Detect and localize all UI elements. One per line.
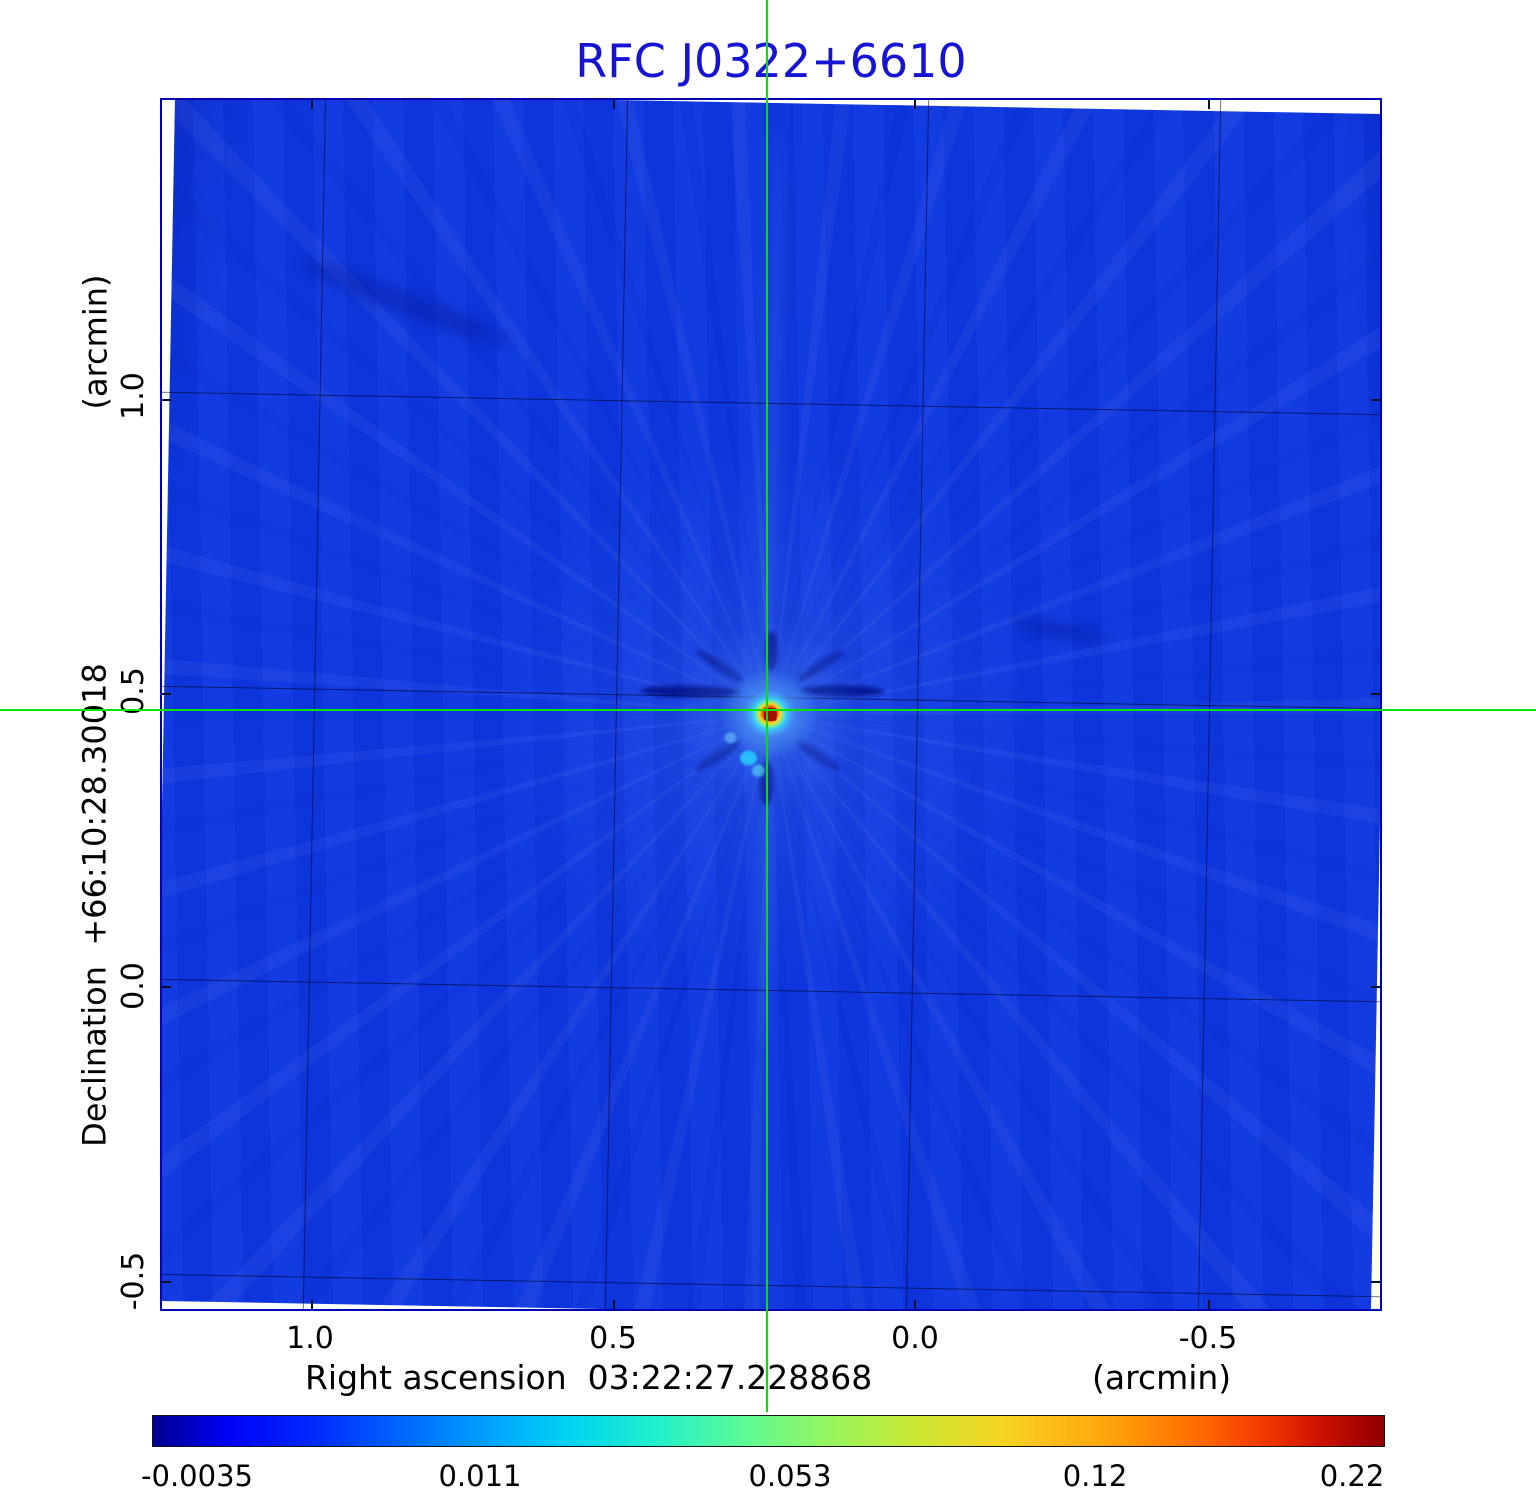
axis-tick xyxy=(162,1281,171,1283)
y-axis-title: Declination +66:10:28.30018 xyxy=(75,663,114,1147)
y-tick-label-3: 0.0 xyxy=(116,962,151,1010)
colorbar-tick-label-1: -0.0035 xyxy=(141,1459,253,1493)
x-axis-unit-label: (arcmin) xyxy=(1092,1358,1232,1397)
axis-tick xyxy=(162,399,171,401)
axis-tick xyxy=(1208,100,1210,109)
colorbar xyxy=(152,1415,1385,1447)
axis-tick xyxy=(1371,1281,1380,1283)
axis-tick xyxy=(914,1300,916,1309)
axis-tick xyxy=(914,100,916,109)
grid-line-horizontal xyxy=(162,978,1380,1003)
axis-tick xyxy=(1371,693,1380,695)
grid-line-vertical xyxy=(905,100,930,1309)
colorbar-tick-label-5: 0.22 xyxy=(1319,1459,1385,1493)
axis-tick xyxy=(613,100,615,109)
y-tick-label-2: 0.5 xyxy=(116,667,151,715)
axis-tick xyxy=(311,1300,313,1309)
x-tick-label-2: 0.5 xyxy=(589,1321,637,1356)
grid-line-vertical xyxy=(302,100,327,1309)
axis-tick xyxy=(1371,986,1380,988)
x-tick-label-1: 1.0 xyxy=(286,1321,334,1356)
sky-map-plot xyxy=(160,98,1382,1311)
grid-line-vertical xyxy=(604,100,629,1309)
plot-title: RFC J0322+6610 xyxy=(575,34,967,88)
y-tick-label-4: -0.5 xyxy=(116,1251,151,1311)
x-axis-title: Right ascension 03:22:27.228868 xyxy=(305,1358,873,1397)
axis-tick xyxy=(311,100,313,109)
axis-tick xyxy=(162,986,171,988)
crosshair-horizontal-line xyxy=(0,709,1536,711)
y-tick-label-1: 1.0 xyxy=(116,372,151,420)
y-axis-unit-label: (arcmin) xyxy=(76,274,115,410)
crosshair-vertical-line xyxy=(766,0,768,1412)
colorbar-tick-label-4: 0.12 xyxy=(1062,1459,1128,1493)
x-tick-label-4: -0.5 xyxy=(1178,1321,1238,1356)
axis-tick xyxy=(1208,1300,1210,1309)
colorbar-tick-label-2: 0.011 xyxy=(438,1459,522,1493)
sky-image xyxy=(162,100,1380,1309)
x-tick-label-3: 0.0 xyxy=(891,1321,939,1356)
noise-streak xyxy=(295,251,518,355)
source-sidelobe-blob xyxy=(751,764,765,777)
noise-streak xyxy=(1009,615,1112,648)
colorbar-tick-label-3: 0.053 xyxy=(748,1459,832,1493)
axis-tick xyxy=(162,693,171,695)
axis-tick xyxy=(1371,399,1380,401)
axis-tick xyxy=(613,1300,615,1309)
